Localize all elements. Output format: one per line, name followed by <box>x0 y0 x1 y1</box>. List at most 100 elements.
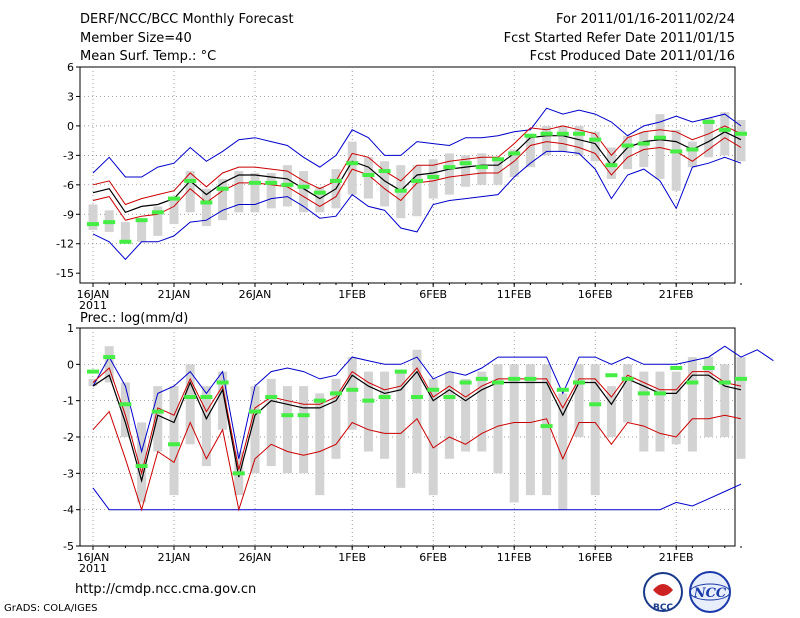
panel1-xtick-label: 1FEB <box>338 288 366 301</box>
panel2-observation-marker <box>508 376 521 381</box>
panel1-range-box <box>137 218 147 242</box>
panel1-xtick-sublabel: 2011 <box>79 299 107 312</box>
panel1-ytick-label: -9 <box>63 208 74 221</box>
panel2-ytick-label: -2 <box>63 431 74 444</box>
panel1-observation-marker <box>556 131 569 136</box>
panel2-observation-marker <box>443 395 456 400</box>
panel2-observation-marker <box>362 398 375 403</box>
panel1-observation-marker <box>151 210 164 215</box>
panel2-range-box <box>720 364 730 437</box>
panel2-xtick-label: 11FEB <box>497 551 532 564</box>
panel2-title: Prec.: log(mm/d) <box>80 311 188 326</box>
panel1-range-box <box>363 157 373 199</box>
panel2-observation-marker <box>330 391 342 396</box>
panel1-xtick-label: 21JAN <box>158 288 191 301</box>
panel1-range-box <box>266 173 276 209</box>
panel2-range-box <box>185 364 195 445</box>
panel2-ytick-label: -5 <box>63 540 74 553</box>
panel1-range-box <box>169 196 179 225</box>
panel2-observation-marker <box>103 355 116 360</box>
panel1-observation-marker <box>718 127 731 132</box>
panel1-xtick-label: 16FEB <box>578 288 613 301</box>
panel2-ytick-label: -4 <box>63 504 74 517</box>
panel1-observation-marker <box>297 184 310 189</box>
panel1-observation-marker <box>184 178 197 183</box>
panel1-range-box <box>347 141 357 195</box>
panel1-observation-marker <box>135 218 148 223</box>
panel2-range-box <box>574 364 584 437</box>
panel1-observation-marker <box>540 131 553 136</box>
grads-credit: GrADS: COLA/IGES <box>4 603 98 614</box>
panel2-observation-marker <box>556 387 569 392</box>
panel2-observation-marker <box>135 464 148 469</box>
panel1-ytick-label: -12 <box>56 238 74 251</box>
panel1-observation-marker <box>87 222 99 227</box>
panel1-observation-marker <box>459 161 472 166</box>
panel1-range-box <box>412 165 422 217</box>
panel2-range-box <box>153 386 163 452</box>
panel2-range-box <box>525 364 535 496</box>
panel2-lower-envelope-line <box>92 483 742 511</box>
panel2-observation-marker <box>394 369 407 374</box>
panel1-xtick-label: 26JAN <box>239 288 272 301</box>
panel1-observation-marker <box>362 173 375 177</box>
panel1-range-box <box>120 222 130 242</box>
forecast-start-date: Fcst Started Refer Date 2011/01/15 <box>503 31 735 46</box>
panel2-range-box <box>606 386 616 437</box>
panel2-observation-marker <box>151 409 164 414</box>
panel2-range-box <box>331 378 341 459</box>
panel1-observation-marker <box>702 119 715 124</box>
panel1-upper-spread-line <box>92 125 742 206</box>
panel2-xtick-label: 21JAN <box>158 551 191 564</box>
panel2-observation-marker <box>459 380 472 385</box>
panel2-xtick-label: 1FEB <box>338 551 366 564</box>
panel2-range-box <box>639 371 649 452</box>
panel2-observation-marker <box>427 387 440 392</box>
panel1-range-box <box>218 178 228 221</box>
panel1-range-box <box>88 204 98 230</box>
panel1-ytick-label: 0 <box>67 120 74 133</box>
bcc-logo-text: BCC <box>653 603 673 613</box>
panel1-observation-marker <box>573 131 585 136</box>
panel2-range-box <box>590 364 600 496</box>
panel2-observation-marker <box>200 395 213 400</box>
panel2-range-box <box>347 357 357 430</box>
panel1-range-box <box>299 171 309 213</box>
panel2-range-box <box>218 371 228 430</box>
source-url[interactable]: http://cmdp.ncc.cma.gov.cn <box>75 582 257 597</box>
panel1-observation-marker <box>265 180 278 185</box>
panel1-xtick-label: 21FEB <box>659 288 694 301</box>
panel2-observation-marker <box>87 369 99 374</box>
panel2-observation-marker <box>524 376 537 381</box>
panel2-observation-marker <box>313 398 326 403</box>
panel2-range-box <box>120 382 130 437</box>
panel1-range-box <box>493 157 503 185</box>
panel2-range-box <box>655 371 665 452</box>
panel1-observation-marker <box>686 147 699 152</box>
panel1-observation-marker <box>475 165 488 170</box>
panel1-range-box <box>671 129 681 191</box>
panel2-observation-marker <box>589 402 602 407</box>
panel2-range-box <box>444 371 454 459</box>
panel1-range-box <box>185 171 195 213</box>
panel2-observation-marker <box>605 373 618 378</box>
panel2-range-box <box>428 378 438 496</box>
panel2-observation-marker <box>297 413 310 418</box>
panel2-xtick-label: 6FEB <box>419 551 447 564</box>
panel1-range-box <box>590 131 600 162</box>
panel2-range-box <box>493 364 503 474</box>
panel1-observation-marker <box>200 200 213 205</box>
panel1-observation-marker <box>427 174 440 179</box>
panel2-observation-marker <box>232 471 245 476</box>
panel2-range-box <box>736 357 746 459</box>
panel1-range-box <box>558 125 568 152</box>
panel2-range-box <box>671 371 681 445</box>
panel2-range-box <box>315 393 325 496</box>
panel1-observation-marker <box>281 182 294 187</box>
panel2-xtick-label: 16JAN <box>77 551 110 564</box>
panel1-observation-marker <box>330 178 342 183</box>
panel2-observation-marker <box>718 380 731 385</box>
panel1-xtick-label: 11FEB <box>497 288 532 301</box>
panel1-range-box <box>380 161 390 207</box>
